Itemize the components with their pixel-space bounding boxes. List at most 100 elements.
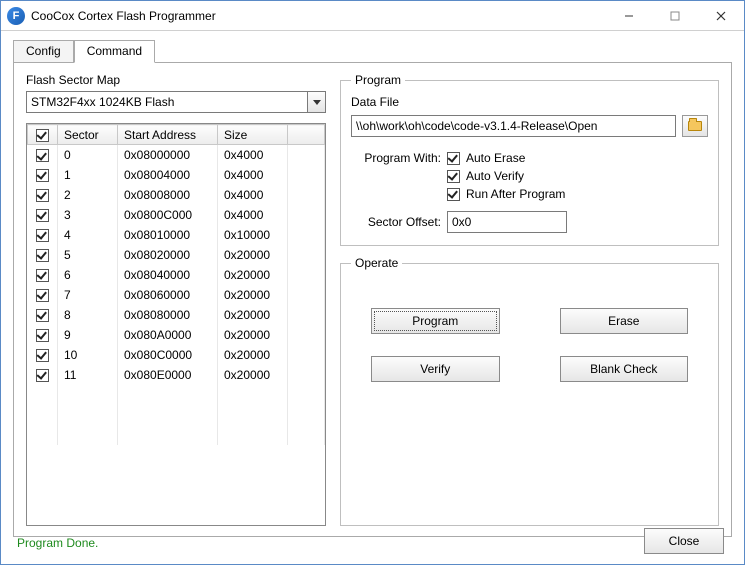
erase-button[interactable]: Erase [560, 308, 689, 334]
sector-offset-input[interactable] [447, 211, 567, 233]
cell-start: 0x080A0000 [118, 325, 218, 345]
col-start[interactable]: Start Address [118, 125, 218, 145]
cell-start: 0x08060000 [118, 285, 218, 305]
table-row[interactable]: 70x080600000x20000 [28, 285, 325, 305]
cell-blank [288, 325, 325, 345]
row-checkbox[interactable] [36, 369, 49, 382]
col-blank [288, 125, 325, 145]
row-checkbox[interactable] [36, 309, 49, 322]
row-checkbox[interactable] [36, 209, 49, 222]
cell-start: 0x08004000 [118, 165, 218, 185]
table-row[interactable]: 10x080040000x4000 [28, 165, 325, 185]
table-row-empty [28, 405, 325, 425]
cell-size: 0x20000 [218, 305, 288, 325]
table-row[interactable]: 30x0800C0000x4000 [28, 205, 325, 225]
table-row[interactable]: 100x080C00000x20000 [28, 345, 325, 365]
col-check[interactable] [28, 125, 58, 145]
program-legend: Program [351, 73, 405, 87]
row-checkbox[interactable] [36, 149, 49, 162]
flash-map-title: Flash Sector Map [26, 73, 326, 87]
table-row[interactable]: 90x080A00000x20000 [28, 325, 325, 345]
sector-table: Sector Start Address Size 00x080000000x4… [26, 123, 326, 526]
cell-sector: 4 [58, 225, 118, 245]
close-button[interactable]: Close [644, 528, 724, 554]
app-window: F CooCox Cortex Flash Programmer Config … [0, 0, 745, 565]
cell-sector: 11 [58, 365, 118, 385]
blank-check-button[interactable]: Blank Check [560, 356, 689, 382]
minimize-button[interactable] [606, 1, 652, 31]
table-row[interactable]: 40x080100000x10000 [28, 225, 325, 245]
row-checkbox[interactable] [36, 169, 49, 182]
cell-size: 0x20000 [218, 245, 288, 265]
cell-blank [288, 345, 325, 365]
cell-size: 0x4000 [218, 205, 288, 225]
program-with-label: Program With: [351, 151, 441, 165]
table-row[interactable]: 110x080E00000x20000 [28, 365, 325, 385]
run-after-label: Run After Program [466, 187, 565, 201]
table-row[interactable]: 00x080000000x4000 [28, 145, 325, 165]
cell-blank [288, 225, 325, 245]
cell-start: 0x08040000 [118, 265, 218, 285]
header-checkbox[interactable] [36, 129, 49, 142]
cell-start: 0x0800C000 [118, 205, 218, 225]
cell-sector: 9 [58, 325, 118, 345]
tab-panel-command: Flash Sector Map Sector Start Address [13, 62, 732, 537]
cell-blank [288, 285, 325, 305]
cell-size: 0x4000 [218, 185, 288, 205]
table-row[interactable]: 60x080400000x20000 [28, 265, 325, 285]
cell-sector: 1 [58, 165, 118, 185]
table-row-empty [28, 425, 325, 445]
table-row-empty [28, 385, 325, 405]
auto-verify-label: Auto Verify [466, 169, 524, 183]
cell-sector: 5 [58, 245, 118, 265]
cell-sector: 6 [58, 265, 118, 285]
cell-blank [288, 185, 325, 205]
data-file-input[interactable] [351, 115, 676, 137]
device-select-drop[interactable] [308, 91, 326, 113]
auto-erase-checkbox[interactable] [447, 152, 460, 165]
table-row[interactable]: 20x080080000x4000 [28, 185, 325, 205]
table-row[interactable]: 50x080200000x20000 [28, 245, 325, 265]
row-checkbox[interactable] [36, 269, 49, 282]
tab-command[interactable]: Command [74, 40, 155, 63]
run-after-checkbox[interactable] [447, 188, 460, 201]
chevron-down-icon [313, 100, 321, 105]
cell-start: 0x080E0000 [118, 365, 218, 385]
operate-group: Operate Program Erase Verify Blank Check [340, 256, 719, 526]
cell-size: 0x10000 [218, 225, 288, 245]
cell-sector: 8 [58, 305, 118, 325]
program-button[interactable]: Program [371, 308, 500, 334]
row-checkbox[interactable] [36, 349, 49, 362]
row-checkbox[interactable] [36, 249, 49, 262]
table-row[interactable]: 80x080800000x20000 [28, 305, 325, 325]
row-checkbox[interactable] [36, 329, 49, 342]
col-size[interactable]: Size [218, 125, 288, 145]
cell-blank [288, 265, 325, 285]
maximize-button[interactable] [652, 1, 698, 31]
auto-verify-checkbox[interactable] [447, 170, 460, 183]
sector-offset-label: Sector Offset: [351, 215, 441, 229]
cell-start: 0x08010000 [118, 225, 218, 245]
cell-blank [288, 245, 325, 265]
cell-sector: 2 [58, 185, 118, 205]
close-window-button[interactable] [698, 1, 744, 31]
verify-button[interactable]: Verify [371, 356, 500, 382]
browse-button[interactable] [682, 115, 708, 137]
cell-size: 0x20000 [218, 285, 288, 305]
row-checkbox[interactable] [36, 189, 49, 202]
tab-config[interactable]: Config [13, 40, 74, 63]
cell-blank [288, 305, 325, 325]
cell-size: 0x20000 [218, 345, 288, 365]
status-text: Program Done. [17, 536, 98, 550]
device-select-input[interactable] [26, 91, 308, 113]
cell-sector: 3 [58, 205, 118, 225]
row-checkbox[interactable] [36, 229, 49, 242]
tab-strip: Config Command [13, 39, 732, 62]
auto-erase-label: Auto Erase [466, 151, 525, 165]
cell-size: 0x4000 [218, 145, 288, 165]
device-select[interactable] [26, 91, 326, 113]
cell-size: 0x20000 [218, 325, 288, 345]
cell-sector: 10 [58, 345, 118, 365]
col-sector[interactable]: Sector [58, 125, 118, 145]
row-checkbox[interactable] [36, 289, 49, 302]
